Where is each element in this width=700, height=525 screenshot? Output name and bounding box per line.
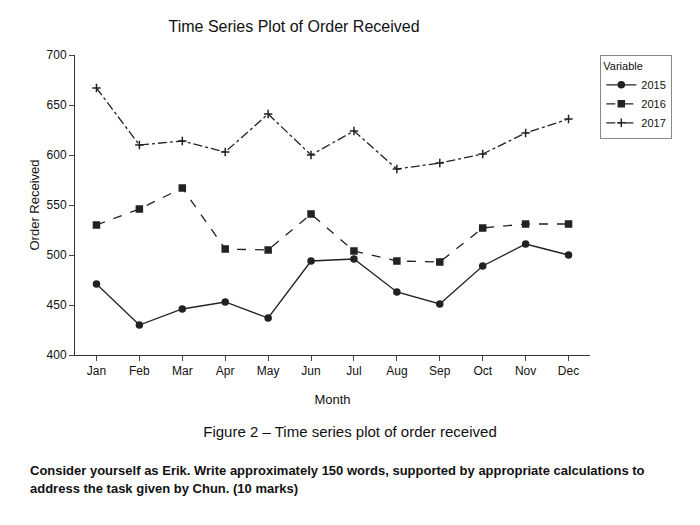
svg-text:Month: Month bbox=[314, 392, 350, 407]
svg-text:Mar: Mar bbox=[172, 364, 193, 378]
svg-text:Jul: Jul bbox=[346, 364, 361, 378]
svg-text:May: May bbox=[257, 364, 280, 378]
svg-text:450: 450 bbox=[47, 298, 67, 312]
svg-text:600: 600 bbox=[47, 148, 67, 162]
svg-text:Nov: Nov bbox=[515, 364, 536, 378]
html-text:Consider yourself as Erik. Wri: Consider yourself as Erik. Write approxi… bbox=[30, 463, 645, 496]
svg-text:Feb: Feb bbox=[129, 364, 150, 378]
svg-text:Variable: Variable bbox=[603, 60, 643, 72]
svg-text:500: 500 bbox=[47, 248, 67, 262]
svg-text:700: 700 bbox=[47, 48, 67, 62]
svg-text:Apr: Apr bbox=[216, 364, 235, 378]
svg-text:Sep: Sep bbox=[429, 364, 451, 378]
svg-text:2016: 2016 bbox=[641, 98, 665, 110]
svg-text:Jun: Jun bbox=[301, 364, 320, 378]
html-text:Figure 2 – Time series plot of: Figure 2 – Time series plot of order rec… bbox=[203, 423, 497, 440]
svg-text:Order Received: Order Received bbox=[27, 159, 42, 250]
svg-text:Oct: Oct bbox=[473, 364, 492, 378]
svg-text:400: 400 bbox=[47, 348, 67, 362]
svg-text:Aug: Aug bbox=[386, 364, 407, 378]
svg-text:650: 650 bbox=[47, 98, 67, 112]
svg-text:Dec: Dec bbox=[558, 364, 579, 378]
svg-text:Time Series Plot of Order Rece: Time Series Plot of Order Received bbox=[168, 18, 419, 35]
svg-text:Jan: Jan bbox=[87, 364, 106, 378]
svg-text:550: 550 bbox=[47, 198, 67, 212]
svg-text:2017: 2017 bbox=[641, 117, 665, 129]
svg-text:2015: 2015 bbox=[641, 79, 665, 91]
